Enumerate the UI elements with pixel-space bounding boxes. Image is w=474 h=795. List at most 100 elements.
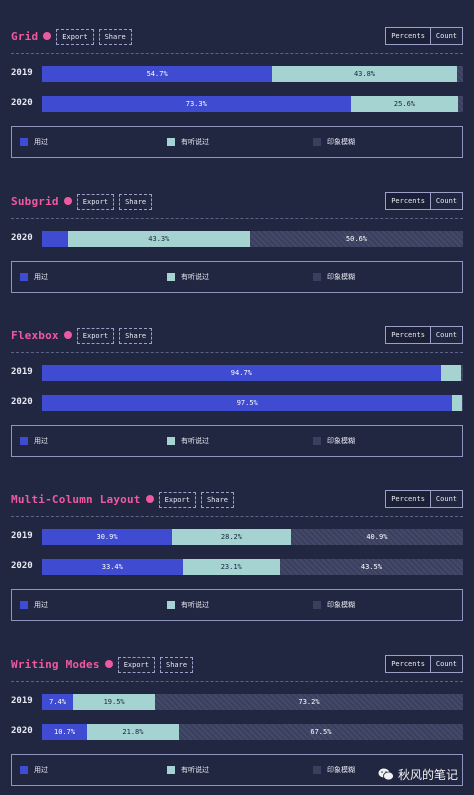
legend-item[interactable]: 印象模糊	[313, 272, 355, 282]
legend-item[interactable]: 用过	[20, 765, 48, 775]
share-button[interactable]: Share	[119, 194, 153, 210]
bar-segment[interactable]: 7.4%	[42, 694, 74, 710]
data-label: 23.1%	[220, 563, 242, 571]
bar-segment[interactable]	[452, 395, 462, 411]
legend-item[interactable]: 用过	[20, 600, 48, 610]
bar-segment[interactable]: 73.2%	[155, 694, 463, 710]
legend-item[interactable]: 用过	[20, 137, 48, 147]
share-button[interactable]: Share	[98, 29, 132, 45]
bar-segment[interactable]: 25.6%	[350, 96, 459, 112]
bar-segment[interactable]: 43.8%	[272, 66, 457, 82]
export-button[interactable]: Export	[76, 194, 115, 210]
percents-toggle-button[interactable]: Percents	[386, 656, 431, 672]
legend-item[interactable]: 印象模糊	[313, 436, 355, 446]
bar-segment[interactable]	[42, 231, 68, 247]
bar-segment[interactable]	[440, 365, 461, 381]
bar-segment[interactable]: 30.9%	[42, 529, 173, 545]
bar-row: 2020 73.3% 25.6%	[11, 96, 463, 112]
count-toggle-button[interactable]: Count	[435, 331, 457, 339]
count-toggle-button[interactable]: Count	[435, 495, 457, 503]
share-button[interactable]: Share	[119, 328, 153, 344]
info-dot-icon[interactable]	[63, 331, 72, 339]
bar-segment[interactable]: 10.7%	[42, 724, 88, 740]
legend-item[interactable]: 有听说过	[167, 436, 209, 446]
export-button[interactable]: Export	[76, 328, 115, 344]
data-label: 50.6%	[345, 235, 367, 243]
legend-swatch	[167, 601, 175, 609]
data-label: 25.6%	[393, 100, 415, 108]
info-dot-icon[interactable]	[104, 660, 113, 668]
share-button[interactable]: Share	[200, 492, 235, 508]
bar-segment[interactable]: 97.5%	[42, 395, 453, 411]
legend-label: 印象模糊	[327, 273, 355, 281]
legend-item[interactable]: 有听说过	[167, 137, 209, 147]
count-toggle-button[interactable]: Count	[435, 660, 457, 668]
bar-segment[interactable]	[456, 66, 463, 82]
chart-title: Subgrid Export Share	[11, 194, 153, 210]
legend-swatch	[20, 766, 28, 774]
bar-segment[interactable]: 33.4%	[42, 559, 183, 575]
legend-item[interactable]: 用过	[20, 272, 48, 282]
bar-segment[interactable]: 50.6%	[249, 231, 463, 247]
bar-segment[interactable]: 23.1%	[182, 559, 280, 575]
data-label: 10.7%	[53, 728, 76, 736]
bar-segment[interactable]: 40.9%	[290, 529, 463, 545]
bar-segment[interactable]: 21.8%	[87, 724, 179, 740]
legend-label: 用过	[34, 601, 48, 609]
percents-toggle-button[interactable]: Percents	[386, 491, 431, 507]
stacked-bar: 43.3% 50.6%	[42, 231, 463, 247]
legend-item[interactable]: 有听说过	[167, 765, 209, 775]
year-label: 2019	[11, 367, 33, 377]
bar-segment[interactable]	[461, 395, 463, 411]
bar-segment[interactable]: 67.5%	[178, 724, 463, 740]
info-dot-icon[interactable]	[63, 197, 72, 205]
legend-swatch	[20, 273, 28, 281]
bar-row: 2019 54.7% 43.8%	[11, 66, 463, 82]
legend: 用过 有听说过 印象模糊	[11, 425, 463, 457]
data-label: 94.7%	[230, 369, 252, 377]
count-toggle-button[interactable]: Count	[435, 32, 457, 40]
percents-toggle-button[interactable]: Percents	[386, 327, 431, 343]
legend-item[interactable]: 有听说过	[167, 600, 209, 610]
legend-swatch	[313, 138, 321, 146]
info-dot-icon[interactable]	[43, 32, 52, 40]
legend-swatch	[313, 273, 321, 281]
bar-segment[interactable]: 73.3%	[42, 96, 351, 112]
bar-segment[interactable]: 54.7%	[42, 66, 273, 82]
chart-section: Grid Export Share Percents Count 2019 54.7% 43.…	[11, 27, 463, 158]
stacked-bar: 97.5%	[42, 395, 463, 411]
bar-segment[interactable]: 28.2%	[172, 529, 291, 545]
percents-toggle-button[interactable]: Percents	[386, 193, 431, 209]
stacked-bar: 54.7% 43.8%	[42, 66, 463, 82]
legend-item[interactable]: 印象模糊	[313, 137, 355, 147]
bar-segment[interactable]: 94.7%	[42, 365, 441, 381]
bar-segment[interactable]	[460, 365, 463, 381]
bar-segment[interactable]: 43.5%	[279, 559, 463, 575]
legend-item[interactable]: 印象模糊	[313, 600, 355, 610]
bar-row: 2019 7.4% 19.5% 73.2%	[11, 694, 463, 710]
legend-item[interactable]: 有听说过	[167, 272, 209, 282]
export-button[interactable]: Export	[158, 492, 196, 508]
bar-segment[interactable]	[458, 96, 463, 112]
year-label: 2020	[11, 233, 33, 243]
legend-label: 用过	[34, 766, 48, 774]
legend-swatch	[167, 437, 175, 445]
count-toggle-button[interactable]: Count	[435, 197, 457, 205]
legend-swatch	[313, 601, 321, 609]
chart-section: Writing Modes Export Share Percents Count 201…	[11, 655, 463, 786]
legend-item[interactable]: 用过	[20, 436, 48, 446]
info-dot-icon[interactable]	[145, 495, 154, 503]
legend-item[interactable]: 印象模糊	[313, 765, 355, 775]
percents-toggle-button[interactable]: Percents	[386, 28, 431, 44]
bar-row: 2020 43.3% 50.6%	[11, 231, 463, 247]
share-button[interactable]: Share	[160, 657, 194, 673]
unit-toggle: Percents Count	[385, 27, 463, 45]
bar-segment[interactable]: 19.5%	[73, 694, 156, 710]
legend-swatch	[167, 138, 175, 146]
bar-segment[interactable]: 43.3%	[67, 231, 250, 247]
legend: 用过 有听说过 印象模糊	[11, 754, 463, 786]
export-button[interactable]: Export	[117, 657, 155, 673]
legend-label: 用过	[34, 273, 48, 281]
export-button[interactable]: Export	[56, 29, 94, 45]
data-label: 54.7%	[146, 70, 168, 78]
